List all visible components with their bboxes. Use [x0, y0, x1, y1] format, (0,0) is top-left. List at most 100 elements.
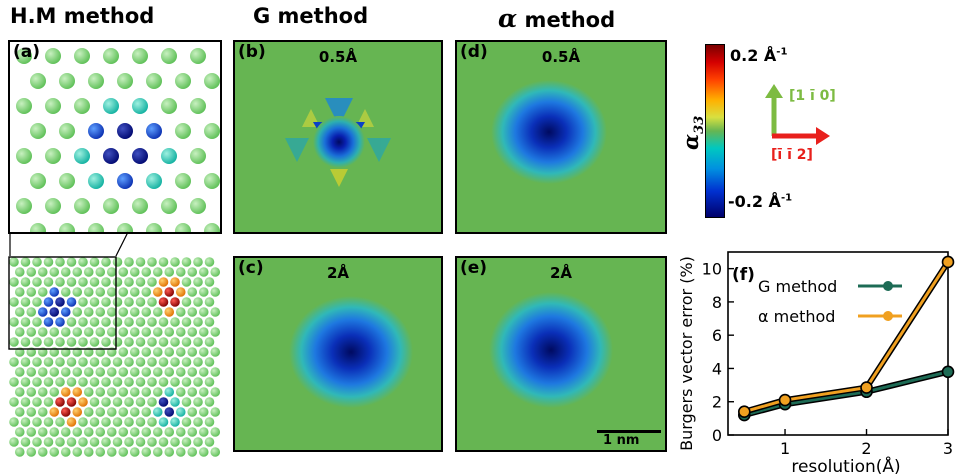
atom — [210, 327, 221, 337]
atom — [147, 437, 157, 447]
atom — [112, 277, 123, 287]
atom — [37, 307, 48, 317]
atom — [210, 427, 221, 437]
panel-c-resolution: 2Å — [326, 264, 350, 282]
atom — [32, 357, 42, 367]
atom — [106, 267, 117, 277]
atom — [112, 437, 123, 447]
red-direction-label: [ī ī 2] — [771, 147, 813, 163]
atom — [60, 407, 71, 417]
atom — [95, 307, 106, 317]
atom — [32, 337, 42, 347]
atom — [210, 347, 221, 357]
atom — [152, 407, 163, 417]
atom — [132, 148, 148, 164]
atom — [20, 337, 31, 347]
atom — [9, 437, 19, 447]
atom — [181, 377, 192, 387]
atom — [129, 387, 140, 397]
atom — [124, 337, 134, 347]
series-line — [743, 370, 949, 417]
atom — [187, 307, 198, 317]
atom — [78, 297, 88, 307]
atom — [49, 307, 60, 317]
atom — [9, 397, 19, 407]
atom — [32, 437, 42, 447]
atom — [72, 367, 83, 377]
atom — [158, 377, 169, 387]
atom — [170, 397, 180, 407]
atom — [161, 198, 177, 214]
alpha-symbol: α — [498, 4, 518, 33]
atom — [103, 148, 119, 164]
atom — [55, 417, 65, 427]
atom — [187, 287, 198, 297]
atom — [37, 367, 48, 377]
atom — [26, 407, 37, 417]
atom — [49, 447, 60, 457]
atom — [190, 48, 206, 64]
panel-a-overview — [8, 256, 222, 458]
atom — [204, 437, 215, 447]
atom — [164, 427, 175, 437]
atom — [66, 397, 77, 407]
atom — [181, 397, 192, 407]
atom — [83, 427, 94, 437]
atom — [60, 327, 71, 337]
atom — [147, 297, 157, 307]
atom — [60, 387, 71, 397]
atom — [198, 327, 209, 337]
atom — [158, 277, 169, 287]
crystal-direction-arrows — [765, 84, 830, 145]
panel-d-label: (d) — [460, 42, 488, 62]
atom — [152, 327, 163, 337]
atom — [106, 387, 117, 397]
atom — [141, 447, 152, 457]
hm-method-title: H.M method — [10, 4, 155, 28]
atom — [175, 73, 191, 89]
atom — [190, 98, 206, 114]
atom — [32, 317, 42, 327]
atom — [59, 123, 75, 139]
atom — [101, 317, 111, 327]
atom — [158, 297, 169, 307]
atom — [88, 73, 104, 89]
atom — [88, 173, 104, 189]
atom — [175, 123, 191, 139]
atom — [9, 377, 19, 387]
atom — [9, 417, 19, 427]
atom — [16, 98, 32, 114]
atom — [78, 337, 88, 347]
atom — [187, 407, 198, 417]
atom — [135, 397, 146, 407]
atom — [106, 427, 117, 437]
atom — [141, 387, 152, 397]
dislocation-core — [491, 80, 607, 184]
atom — [72, 447, 83, 457]
atom — [30, 173, 46, 189]
atom — [181, 337, 192, 347]
atom — [14, 447, 25, 457]
atom — [49, 267, 60, 277]
atom — [43, 317, 54, 327]
atom — [187, 427, 198, 437]
atom — [175, 287, 186, 297]
atom — [72, 407, 83, 417]
atom — [124, 297, 134, 307]
data-point — [778, 393, 792, 407]
atom — [164, 387, 175, 397]
atom — [43, 417, 54, 427]
atom — [37, 387, 48, 397]
atom — [129, 327, 140, 337]
legend-label: α method — [758, 307, 835, 326]
atom — [147, 357, 157, 367]
atom — [112, 317, 123, 327]
atom — [129, 347, 140, 357]
atom — [135, 337, 146, 347]
atom — [117, 173, 133, 189]
atom — [146, 223, 162, 232]
atom — [187, 267, 198, 277]
panel-d-resolution: 0.5Å — [541, 48, 581, 66]
atom — [164, 407, 175, 417]
atom — [187, 327, 198, 337]
